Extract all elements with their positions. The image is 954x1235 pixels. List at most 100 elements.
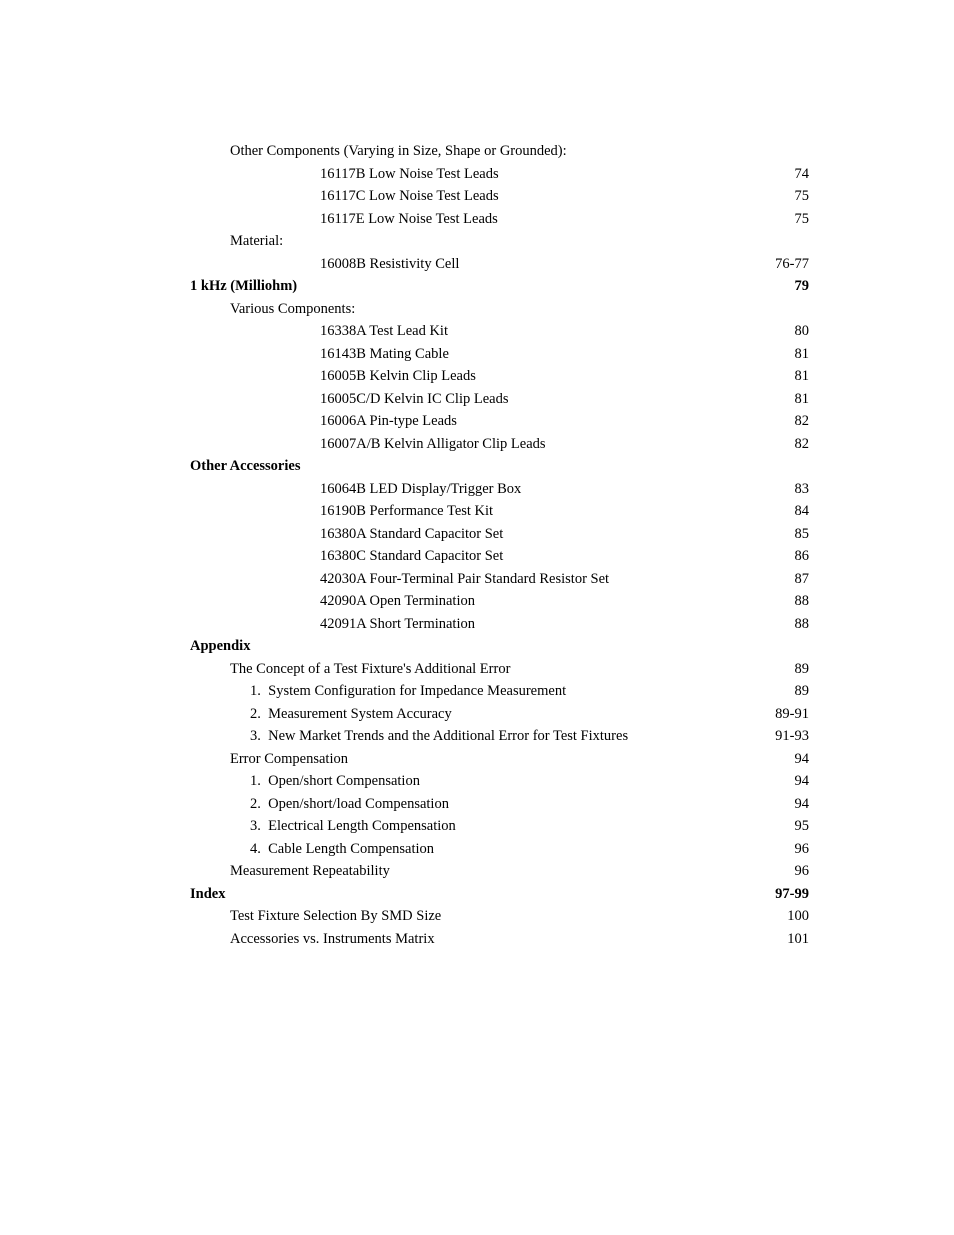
toc-entry-page: 85 [759, 523, 809, 546]
toc-entry-page: 89 [759, 658, 809, 681]
toc-entry-page: 75 [759, 185, 809, 208]
toc-entry-page: 84 [759, 500, 809, 523]
toc-entry: 16064B LED Display/Trigger Box 83 [190, 478, 809, 501]
toc-entry-label: Various Components: [230, 298, 355, 321]
toc-entry-label: 16005B Kelvin Clip Leads [320, 365, 476, 388]
toc-entry-page: 76-77 [759, 253, 809, 276]
toc-entry-page: 95 [759, 815, 809, 838]
toc-entry-page: 89 [759, 680, 809, 703]
toc-entry-page: 88 [759, 613, 809, 636]
toc-entry-page: 81 [759, 388, 809, 411]
toc-entry-label: 16380C Standard Capacitor Set [320, 545, 503, 568]
toc-entry-page: 81 [759, 365, 809, 388]
toc-entry-label: 1. Open/short Compensation [250, 770, 420, 793]
toc-entry-label: 16007A/B Kelvin Alligator Clip Leads [320, 433, 546, 456]
toc-entry: 16117E Low Noise Test Leads 75 [190, 208, 809, 231]
toc-entry-label: 16117C Low Noise Test Leads [320, 185, 499, 208]
toc-entry: Other Components (Varying in Size, Shape… [190, 140, 809, 163]
toc-entry-page: 96 [759, 860, 809, 883]
toc-entry-page: 83 [759, 478, 809, 501]
toc-list: Other Components (Varying in Size, Shape… [190, 140, 809, 950]
toc-entry-label: 16190B Performance Test Kit [320, 500, 493, 523]
toc-entry-label: Material: [230, 230, 283, 253]
toc-entry-label: Index [190, 883, 225, 906]
toc-entry: Accessories vs. Instruments Matrix 101 [190, 928, 809, 951]
toc-entry: Index 97-99 [190, 883, 809, 906]
toc-entry-label: 16117B Low Noise Test Leads [320, 163, 499, 186]
toc-entry: 16190B Performance Test Kit 84 [190, 500, 809, 523]
toc-entry-label: 16117E Low Noise Test Leads [320, 208, 498, 231]
toc-entry-page: 88 [759, 590, 809, 613]
toc-entry-page: 74 [759, 163, 809, 186]
toc-entry-label: 3. New Market Trends and the Additional … [250, 725, 628, 748]
toc-entry: 2. Measurement System Accuracy 89-91 [190, 703, 809, 726]
toc-entry-label: 1 kHz (Milliohm) [190, 275, 297, 298]
toc-entry: 42030A Four-Terminal Pair Standard Resis… [190, 568, 809, 591]
toc-entry-page: 94 [759, 793, 809, 816]
toc-entry-page: 79 [759, 275, 809, 298]
toc-entry: 16007A/B Kelvin Alligator Clip Leads 82 [190, 433, 809, 456]
toc-entry-page: 96 [759, 838, 809, 861]
toc-entry: 1 kHz (Milliohm) 79 [190, 275, 809, 298]
toc-entry: 16338A Test Lead Kit80 [190, 320, 809, 343]
toc-entry-label: 42090A Open Termination [320, 590, 475, 613]
toc-entry-label: 42030A Four-Terminal Pair Standard Resis… [320, 568, 609, 591]
toc-entry: 16008B Resistivity Cell 76-77 [190, 253, 809, 276]
toc-entry: 16117C Low Noise Test Leads 75 [190, 185, 809, 208]
toc-entry-page: 87 [759, 568, 809, 591]
toc-entry: Material: [190, 230, 809, 253]
toc-entry-label: 1. System Configuration for Impedance Me… [250, 680, 566, 703]
toc-entry: Test Fixture Selection By SMD Size 100 [190, 905, 809, 928]
toc-entry-page: 80 [759, 320, 809, 343]
toc-entry-page: 94 [759, 748, 809, 771]
toc-entry: Appendix [190, 635, 809, 658]
toc-entry: 3. Electrical Length Compensation 95 [190, 815, 809, 838]
toc-entry-page: 100 [759, 905, 809, 928]
toc-entry: The Concept of a Test Fixture's Addition… [190, 658, 809, 681]
toc-entry-page: 91-93 [759, 725, 809, 748]
toc-entry-label: 4. Cable Length Compensation [250, 838, 434, 861]
toc-entry-label: Measurement Repeatability [230, 860, 390, 883]
toc-entry: 4. Cable Length Compensation 96 [190, 838, 809, 861]
toc-entry-label: Appendix [190, 635, 250, 658]
toc-entry-page: 81 [759, 343, 809, 366]
toc-entry-page: 97-99 [759, 883, 809, 906]
toc-entry: 16005C/D Kelvin IC Clip Leads 81 [190, 388, 809, 411]
toc-entry: Error Compensation 94 [190, 748, 809, 771]
toc-entry-label: Test Fixture Selection By SMD Size [230, 905, 441, 928]
toc-entry-label: 16008B Resistivity Cell [320, 253, 459, 276]
toc-entry: 16006A Pin-type Leads 82 [190, 410, 809, 433]
toc-entry: 42091A Short Termination 88 [190, 613, 809, 636]
toc-entry-label: 16380A Standard Capacitor Set [320, 523, 503, 546]
toc-entry-label: Other Accessories [190, 455, 300, 478]
toc-entry-label: 2. Open/short/load Compensation [250, 793, 449, 816]
toc-entry-label: 2. Measurement System Accuracy [250, 703, 452, 726]
toc-entry-page: 82 [759, 433, 809, 456]
toc-entry: Various Components: [190, 298, 809, 321]
toc-entry-label: The Concept of a Test Fixture's Addition… [230, 658, 510, 681]
toc-entry-page: 75 [759, 208, 809, 231]
toc-entry: 16380A Standard Capacitor Set 85 [190, 523, 809, 546]
toc-entry: Other Accessories [190, 455, 809, 478]
toc-entry-page: 82 [759, 410, 809, 433]
toc-entry-label: Other Components (Varying in Size, Shape… [230, 140, 567, 163]
toc-entry-page: 86 [759, 545, 809, 568]
toc-entry: 16005B Kelvin Clip Leads 81 [190, 365, 809, 388]
toc-entry-page: 101 [759, 928, 809, 951]
toc-entry-label: 16064B LED Display/Trigger Box [320, 478, 521, 501]
toc-entry-label: 16006A Pin-type Leads [320, 410, 457, 433]
toc-entry-label: Accessories vs. Instruments Matrix [230, 928, 435, 951]
toc-entry: 42090A Open Termination 88 [190, 590, 809, 613]
toc-entry-label: Error Compensation [230, 748, 348, 771]
toc-entry: 1. Open/short Compensation 94 [190, 770, 809, 793]
toc-entry-label: 42091A Short Termination [320, 613, 475, 636]
toc-entry: 16117B Low Noise Test Leads 74 [190, 163, 809, 186]
toc-entry: 16143B Mating Cable 81 [190, 343, 809, 366]
toc-entry-page: 89-91 [759, 703, 809, 726]
toc-entry-page: 94 [759, 770, 809, 793]
toc-entry: 16380C Standard Capacitor Set 86 [190, 545, 809, 568]
toc-entry-label: 16005C/D Kelvin IC Clip Leads [320, 388, 509, 411]
toc-entry-label: 3. Electrical Length Compensation [250, 815, 456, 838]
toc-entry: 1. System Configuration for Impedance Me… [190, 680, 809, 703]
toc-entry-label: 16143B Mating Cable [320, 343, 449, 366]
